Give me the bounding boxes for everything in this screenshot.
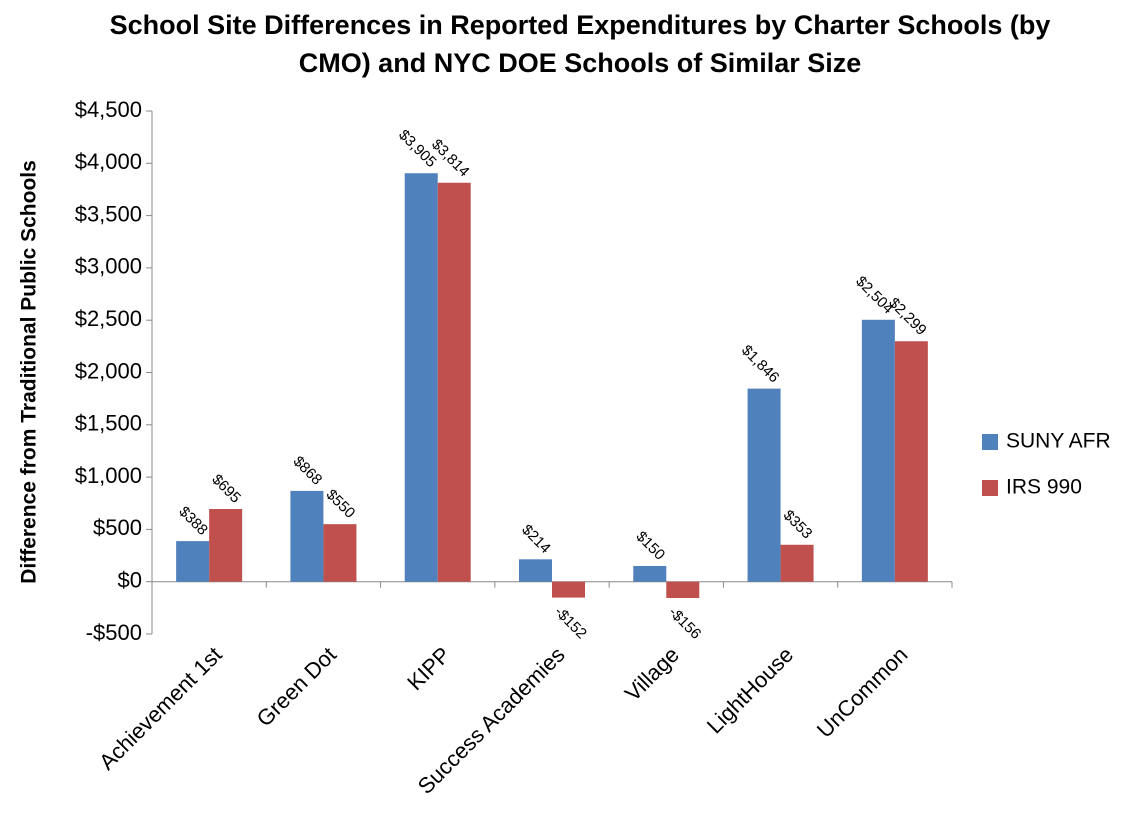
legend-swatch <box>982 480 998 496</box>
y-tick-label: $2,500 <box>75 306 142 331</box>
bar <box>176 541 210 582</box>
x-tick-label: Village <box>620 642 684 706</box>
bar <box>861 319 895 582</box>
y-tick-label: $4,000 <box>75 149 142 174</box>
data-label: -$156 <box>665 604 704 643</box>
x-tick-label: UnCommon <box>812 642 913 743</box>
bar <box>323 524 357 582</box>
y-tick-label: $3,000 <box>75 254 142 279</box>
bar <box>780 544 814 582</box>
bar <box>290 490 324 582</box>
data-label: $353 <box>780 507 816 543</box>
data-label: $150 <box>633 528 669 564</box>
chart-title: School Site Differences in Reported Expe… <box>109 10 1051 78</box>
bar <box>633 566 667 582</box>
bar <box>894 341 928 582</box>
data-label: $868 <box>290 453 326 489</box>
bar <box>404 173 438 582</box>
y-tick-label: $1,000 <box>75 463 142 488</box>
bar <box>552 581 585 598</box>
y-tick-label: $0 <box>118 568 142 593</box>
y-tick-label: $1,500 <box>75 411 142 436</box>
data-label: -$152 <box>551 603 590 642</box>
data-label: $1,846 <box>738 342 782 386</box>
data-label: $550 <box>323 486 359 522</box>
y-axis-title: Difference from Traditional Public Schoo… <box>18 160 41 584</box>
legend-swatch <box>982 434 998 450</box>
x-tick-label: Achievement 1st <box>94 642 227 775</box>
legend-label: IRS 990 <box>1006 476 1082 499</box>
x-tick-label: Green Dot <box>252 642 341 731</box>
y-tick-label: -$500 <box>86 620 142 645</box>
y-tick-label: $2,000 <box>75 358 142 383</box>
bar <box>747 388 781 582</box>
x-tick-label: LightHouse <box>702 642 798 738</box>
y-tick-label: $500 <box>93 515 142 540</box>
legend-label: SUNY AFR <box>1006 430 1111 453</box>
bar <box>209 509 243 582</box>
bar <box>437 182 471 582</box>
data-label: $214 <box>518 521 554 557</box>
bar <box>666 581 700 599</box>
y-tick-label: $3,500 <box>75 201 142 226</box>
data-label: $695 <box>208 471 244 507</box>
bar <box>519 559 552 582</box>
x-tick-label: KIPP <box>402 642 455 695</box>
data-label: $388 <box>175 503 211 539</box>
y-tick-label: $4,500 <box>75 97 142 122</box>
